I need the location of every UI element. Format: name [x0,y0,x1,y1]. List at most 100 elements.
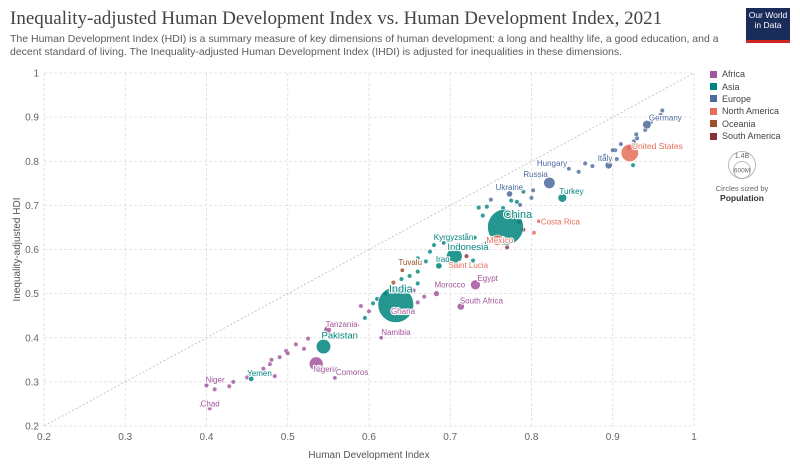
x-tick-label: 0.7 [443,432,457,443]
legend-item-oceania[interactable]: Oceania [710,118,781,130]
x-tick-label: 0.2 [37,432,51,443]
data-point [424,259,428,263]
y-axis-title: Inequality-adjusted HDI [12,198,23,302]
data-point [371,301,375,305]
legend-item-asia[interactable]: Asia [710,80,781,92]
point-label: Tuvalu [398,258,422,267]
data-point [367,309,371,313]
legend-label-south-america: South America [722,131,781,141]
data-point [583,161,587,165]
data-point [227,384,231,388]
size-legend: 1.4B 600M Circles sized by Population [704,148,780,203]
size-legend-note: Circles sized by [704,184,780,193]
y-tick-label: 0.4 [25,333,39,344]
data-point [273,374,277,378]
data-point [416,281,420,285]
x-tick-label: 0.8 [525,432,539,443]
legend-swatch-north-america [710,108,717,115]
data-point [576,170,580,174]
legend-label-europe: Europe [722,94,751,104]
y-tick-label: 0.2 [25,422,39,433]
x-tick-label: 0.5 [281,432,295,443]
point-label: United States [632,141,683,151]
legend-item-africa[interactable]: Africa [710,68,781,80]
y-tick-label: 0.7 [25,201,39,212]
y-tick-label: 0.8 [25,157,39,168]
point-label: Russia [523,170,548,179]
legend-item-south-america[interactable]: South America [710,130,781,142]
point-label: Ghana [391,307,416,316]
data-point [407,274,411,278]
point-label: Ukraine [496,183,524,192]
legend-swatch-oceania [710,120,717,127]
x-tick-label: 0.9 [606,432,620,443]
y-tick-label: 1 [33,69,39,80]
legend-item-europe[interactable]: Europe [710,93,781,105]
y-tick-label: 0.5 [25,289,39,300]
x-tick-label: 0.3 [118,432,132,443]
x-axis-title: Human Development Index [308,450,429,461]
data-point [286,351,290,355]
point-label: Mexico [486,235,513,245]
point-label: Saint Lucia [448,261,488,270]
point-label: Kyrgyzstan [434,233,474,242]
data-point-labeled [434,291,440,297]
data-point [529,196,533,200]
size-legend-small-label: 600M [734,168,750,175]
data-point [363,316,367,320]
size-legend-variable: Population [704,193,780,203]
x-tick-label: 0.6 [362,432,376,443]
point-label: Yemen [247,369,272,378]
y-tick-label: 0.9 [25,113,39,124]
point-label: Morocco [434,281,465,290]
data-point [416,269,420,273]
data-point [619,142,623,146]
data-point [422,295,426,299]
data-point [505,245,509,249]
legend-swatch-europe [710,95,717,102]
y-tick-label: 0.3 [25,377,39,388]
point-label: Egypt [477,274,498,283]
x-tick-label: 1 [691,432,697,443]
point-label: Costa Rica [541,217,581,226]
data-point [428,250,432,254]
point-label: Germany [649,114,682,123]
data-point [294,342,298,346]
data-point [269,358,273,362]
data-point [531,188,535,192]
size-legend-big-label: 1.4B [735,153,750,160]
data-point [231,380,235,384]
region-legend: Africa Asia Europe North America Oceania… [710,68,781,142]
legend-label-asia: Asia [722,82,740,92]
data-point [416,300,420,304]
data-point [277,355,281,359]
data-point [476,205,480,209]
legend-swatch-africa [710,71,717,78]
legend-item-north-america[interactable]: North America [710,105,781,117]
point-label: Namibia [381,328,411,337]
data-point [359,304,363,308]
data-point [485,204,489,208]
data-point [432,243,436,247]
data-point [302,347,306,351]
point-label: Hungary [537,159,567,168]
data-point [615,157,619,161]
point-label: Pakistan [322,331,358,342]
data-point [518,203,522,207]
data-point [532,231,536,235]
point-label: South Africa [460,296,504,305]
point-label: Tanzania [326,320,359,329]
y-tick-label: 0.6 [25,245,39,256]
point-label: India [389,284,414,296]
point-label: Indonesia [447,242,489,253]
data-point [212,387,216,391]
size-legend-circles: 1.4B 600M [704,148,780,180]
point-label: Chad [201,399,220,408]
data-point [399,277,403,281]
point-label: Italy [598,154,613,163]
data-point [611,148,615,152]
legend-label-north-america: North America [722,106,779,116]
point-label: Turkey [559,187,583,196]
point-label: Niger [206,375,225,384]
